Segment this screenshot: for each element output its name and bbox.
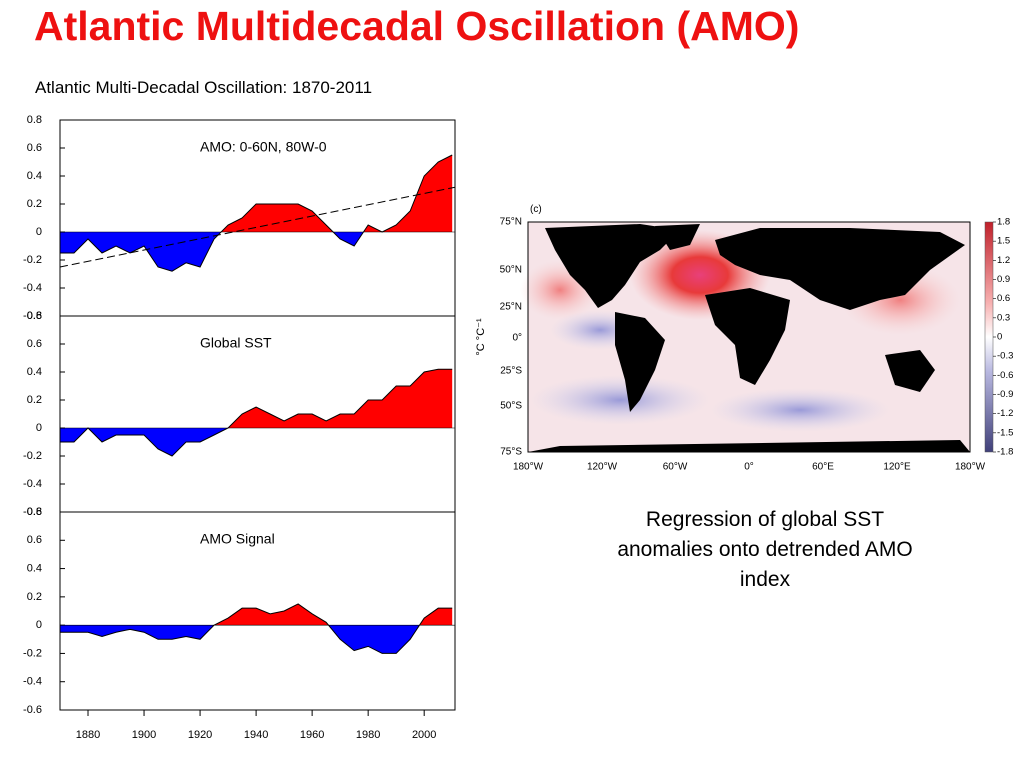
colorbar (984, 221, 994, 453)
panel-title: AMO: 0-60N, 80W-0 (200, 139, 327, 155)
x-tick-label: 1920 (188, 729, 212, 741)
colorbar-label: 1.8 (997, 217, 1010, 228)
y-tick-label: -0.4 (23, 282, 42, 294)
lat-label: 50°S (500, 401, 522, 412)
colorbar-label: 0.6 (997, 293, 1010, 304)
y-tick-label: -0.6 (23, 310, 42, 322)
map-cool-region (710, 388, 890, 432)
figure-title: Atlantic Multi-Decadal Oscillation: 1870… (35, 78, 372, 97)
caption: Regression of global SST anomalies onto … (560, 505, 970, 595)
y-tick-label: 0.2 (27, 591, 42, 603)
y-tick-label: 0.4 (27, 366, 42, 378)
colorbar-label: 0.3 (997, 312, 1010, 323)
colorbar-label: -0.9 (997, 389, 1013, 400)
negative-area (60, 232, 453, 272)
y-tick-label: -0.2 (23, 254, 42, 266)
colorbar-label: -0.3 (997, 351, 1013, 362)
australia (885, 350, 935, 392)
colorbar-label: 1.2 (997, 255, 1010, 266)
continents (528, 224, 970, 452)
panel-frame (59, 511, 456, 711)
colorbar-label: 0.9 (997, 274, 1010, 285)
negative-area (60, 625, 453, 654)
y-tick-label: -0.4 (23, 676, 42, 688)
lat-label: 25°N (500, 302, 522, 313)
lon-label: 60°W (663, 462, 688, 473)
y-tick-label: 0 (36, 422, 42, 434)
y-tick-label: 0 (36, 226, 42, 238)
colorbar-label: -0.6 (997, 370, 1013, 381)
slide-title: Atlantic Multidecadal Oscillation (AMO) (34, 3, 799, 49)
y-tick-label: 0.4 (27, 170, 42, 182)
positive-area (60, 369, 453, 428)
sst-map (520, 221, 994, 453)
panel-title: Global SST (200, 335, 272, 351)
caption-line: index (739, 568, 791, 591)
x-tick-label: 1980 (356, 729, 380, 741)
series-line (60, 368, 453, 457)
colorbar-label: -1.2 (997, 408, 1013, 419)
map-panel-label: (c) (530, 204, 542, 215)
caption-line: Regression of global SST (645, 508, 885, 531)
colorbar-label: -1.8 (997, 447, 1013, 458)
eurasia (715, 228, 965, 310)
series-line (60, 603, 453, 654)
lat-label: 75°S (500, 447, 522, 458)
y-tick-label: 0.8 (27, 310, 42, 322)
trend-line (59, 186, 456, 268)
lat-label: 25°S (500, 366, 522, 377)
x-tick-label: 2000 (412, 729, 436, 741)
y-tick-label: -0.6 (23, 704, 42, 716)
y-tick-label: 0.8 (27, 114, 42, 126)
positive-area (60, 155, 453, 232)
y-tick-label: 0.6 (27, 338, 42, 350)
lat-label: 75°N (500, 217, 522, 228)
y-tick-label: -0.4 (23, 478, 42, 490)
caption-line: anomalies onto detrended AMO (617, 538, 913, 561)
panel-title: AMO Signal (200, 531, 275, 547)
series-line (60, 154, 453, 272)
map-frame (527, 221, 971, 453)
lon-label: 60°E (812, 462, 834, 473)
lon-label: 120°E (883, 462, 911, 473)
north-america (545, 224, 680, 308)
y-tick-label: 0.6 (27, 142, 42, 154)
africa (705, 288, 790, 385)
y-tick-label: -0.2 (23, 647, 42, 659)
x-tick-label: 1900 (132, 729, 156, 741)
y-tick-label: 0.6 (27, 534, 42, 546)
x-tick-label: 1940 (244, 729, 268, 741)
y-tick-label: -0.2 (23, 450, 42, 462)
y-tick-label: 0.8 (27, 506, 42, 518)
map-cool-region (530, 375, 710, 425)
antarctica (528, 440, 970, 452)
x-tick-label: 1880 (76, 729, 100, 741)
y-tick-label: 0 (36, 619, 42, 631)
south-america (615, 312, 665, 412)
y-tick-label: 0.2 (27, 394, 42, 406)
y-tick-label: -0.6 (23, 506, 42, 518)
lat-label: 0° (512, 333, 522, 344)
lon-label: 120°W (587, 462, 618, 473)
colorbar-label: 1.5 (997, 236, 1010, 247)
x-tick-label: 1960 (300, 729, 324, 741)
greenland (655, 224, 700, 250)
colorbar-label: 0 (997, 332, 1002, 343)
positive-area (214, 603, 453, 626)
lon-label: 180°W (955, 462, 986, 473)
lon-label: 0° (744, 462, 754, 473)
colorbar-label: -1.5 (997, 427, 1013, 438)
y-tick-label: 0.4 (27, 562, 42, 574)
map-unit-label: °C °C⁻¹ (475, 318, 487, 356)
lon-label: 180°W (513, 462, 544, 473)
y-tick-label: 0.2 (27, 198, 42, 210)
lat-label: 50°N (500, 265, 522, 276)
